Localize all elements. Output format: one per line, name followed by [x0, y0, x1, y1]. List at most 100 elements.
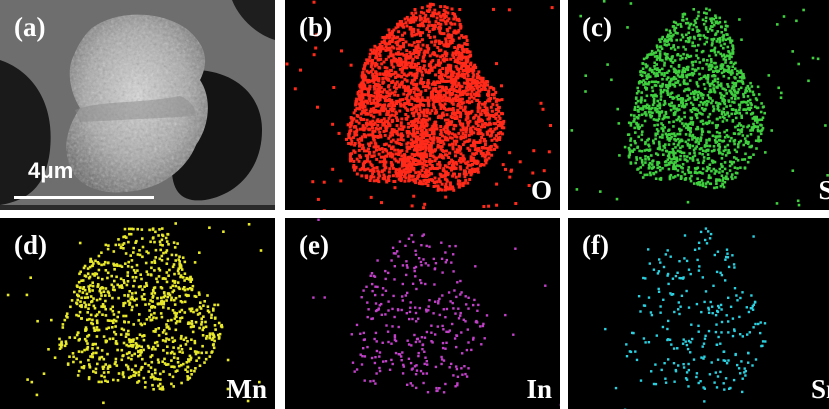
- signal-dot: [703, 87, 707, 90]
- signal-dot: [441, 95, 445, 99]
- signal-dot: [678, 129, 682, 133]
- signal-dot: [150, 354, 154, 357]
- signal-dot: [382, 88, 386, 92]
- signal-dot: [177, 364, 181, 368]
- signal-dot: [171, 265, 175, 269]
- signal-dot: [471, 125, 475, 129]
- signal-dot: [423, 142, 426, 146]
- signal-dot: [201, 334, 205, 337]
- signal-dot: [476, 132, 480, 136]
- signal-dot: [638, 126, 641, 129]
- signal-dot: [390, 146, 394, 150]
- signal-dot: [397, 127, 401, 131]
- signal-dot: [432, 185, 436, 188]
- signal-dot: [352, 164, 356, 167]
- signal-dot: [446, 75, 450, 79]
- signal-dot: [701, 153, 704, 156]
- signal-dot: [717, 22, 720, 25]
- signal-dot: [695, 25, 698, 29]
- signal-dot: [446, 11, 450, 15]
- signal-dot: [393, 90, 397, 94]
- signal-dot: [739, 124, 743, 127]
- signal-dot: [459, 99, 463, 103]
- signal-dot: [104, 299, 107, 303]
- signal-dot: [456, 30, 460, 34]
- signal-dot: [760, 102, 763, 105]
- signal-dot: [703, 109, 706, 112]
- signal-dot: [725, 134, 729, 137]
- signal-dot: [692, 95, 696, 99]
- signal-dot: [410, 142, 414, 146]
- signal-dot: [122, 341, 126, 345]
- signal-dot: [377, 77, 381, 81]
- signal-dot: [710, 43, 714, 47]
- signal-dot: [669, 104, 672, 108]
- signal-dot: [672, 132, 676, 135]
- signal-dot: [217, 321, 221, 325]
- signal-dot: [727, 85, 730, 88]
- signal-dot: [434, 63, 438, 67]
- signal-dot: [683, 111, 686, 115]
- signal-dot: [376, 87, 380, 91]
- signal-dot: [663, 102, 667, 105]
- signal-dot: [686, 98, 690, 101]
- signal-dot: [154, 256, 157, 259]
- signal-dot: [65, 342, 68, 345]
- signal-dot: [487, 113, 490, 117]
- signal-dot: [458, 54, 461, 58]
- signal-dot: [407, 101, 411, 105]
- signal-dot: [143, 322, 146, 326]
- signal-dot: [437, 49, 441, 53]
- signal-dot: [678, 104, 681, 107]
- signal-dot: [424, 13, 428, 17]
- signal-dot: [383, 99, 387, 103]
- signal-dot: [382, 155, 386, 159]
- signal-dot: [358, 107, 361, 111]
- signal-dot: [369, 162, 373, 166]
- signal-dot: [455, 18, 459, 22]
- signal-dot: [363, 75, 367, 79]
- signal-dot: [66, 362, 70, 365]
- signal-dot: [91, 289, 94, 292]
- signal-dot: [504, 167, 507, 171]
- signal-dot: [170, 296, 173, 300]
- signal-dot: [709, 64, 712, 68]
- signal-dot: [651, 106, 654, 110]
- signal-dot: [697, 161, 700, 164]
- signal-dot: [360, 86, 364, 90]
- panel-d-manganese-map: (d) Mn: [0, 218, 275, 409]
- signal-dot: [369, 79, 372, 83]
- signal-dot: [347, 142, 351, 145]
- signal-dot: [119, 264, 122, 268]
- signal-dot: [667, 116, 670, 119]
- signal-dot: [495, 145, 499, 149]
- signal-dot: [668, 133, 671, 136]
- signal-dot: [112, 378, 115, 382]
- signal-dot: [417, 53, 421, 57]
- signal-dot: [179, 275, 182, 279]
- signal-dot: [412, 130, 416, 134]
- signal-dot: [368, 95, 372, 99]
- signal-dot: [148, 309, 151, 312]
- signal-dot: [655, 55, 659, 58]
- signal-dot: [678, 75, 681, 79]
- signal-dot: [632, 120, 635, 123]
- signal-dot: [127, 260, 130, 264]
- signal-dot: [411, 18, 415, 22]
- signal-dot: [478, 132, 482, 136]
- signal-dot: [480, 109, 484, 113]
- signal-dot: [421, 24, 425, 28]
- signal-dot: [468, 138, 472, 142]
- signal-dot: [666, 158, 670, 161]
- signal-dot: [429, 172, 433, 176]
- signal-dot: [473, 142, 477, 146]
- signal-dot: [669, 31, 672, 35]
- signal-dot: [722, 101, 726, 104]
- signal-dot: [704, 185, 708, 189]
- signal-dot: [166, 319, 170, 322]
- signal-dot: [461, 182, 465, 186]
- signal-dot: [376, 127, 380, 131]
- signal-dot: [401, 67, 404, 71]
- signal-dot: [725, 69, 728, 72]
- signal-dot: [155, 340, 159, 344]
